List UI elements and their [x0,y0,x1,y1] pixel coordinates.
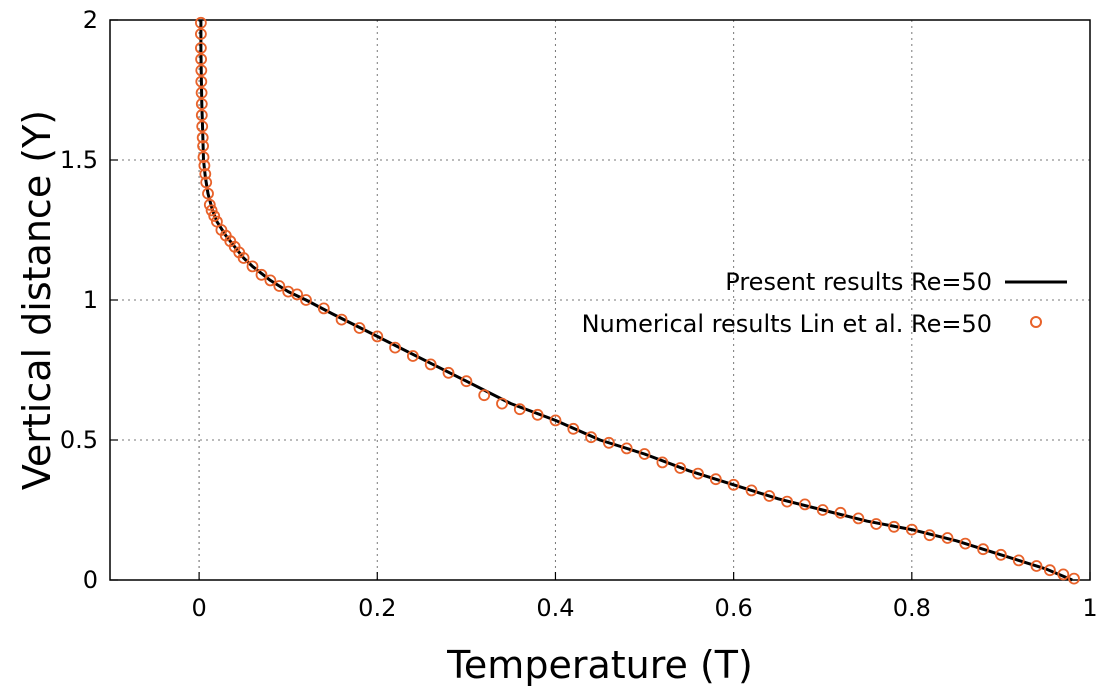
x-tick-label: 0.2 [358,594,396,622]
series-line-present-results [201,20,1072,580]
x-axis-label: Temperature (T) [446,643,753,686]
grid-lines [110,20,1090,580]
y-tick-label: 1 [83,286,98,314]
series-present-results [201,20,1072,580]
legend-label-lin-et-al: Numerical results Lin et al. Re=50 [582,310,992,338]
x-tick-label: 0.8 [893,594,931,622]
y-axis-label: Vertical distance (Y) [15,110,59,490]
y-tick-label: 0.5 [60,426,98,454]
y-tick-label: 1.5 [60,146,98,174]
y-tick-label: 2 [83,6,98,34]
y-tick-label: 0 [83,566,98,594]
x-tick-label: 0.4 [536,594,574,622]
series-lin-et-al [196,18,1079,584]
legend-label-present-results: Present results Re=50 [725,268,992,296]
x-tick-label: 1 [1082,594,1097,622]
plot-frame [110,20,1090,580]
x-tick-label: 0.6 [715,594,753,622]
legend: Present results Re=50 Numerical results … [582,268,1067,338]
x-tick-label: 0 [191,594,206,622]
legend-marker-swatch [1031,317,1041,327]
